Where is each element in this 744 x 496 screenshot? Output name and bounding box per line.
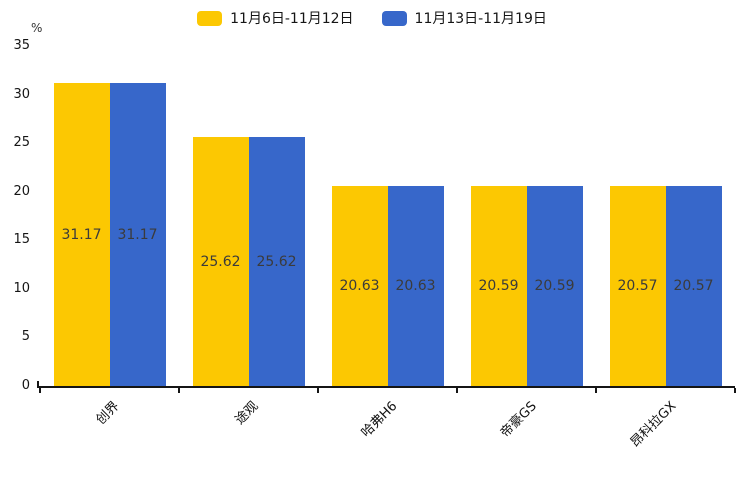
y-axis-tick-label: 0 bbox=[21, 378, 30, 393]
x-axis-label-4: 帝豪GS bbox=[497, 398, 540, 441]
x-axis-tick bbox=[734, 388, 736, 393]
bar-series1-哈弗H6[interactable]: 20.63 bbox=[331, 185, 388, 386]
legend: 11月6日-11月12日 11月13日-11月19日 bbox=[0, 8, 744, 28]
bar-value-label: 20.57 bbox=[673, 278, 714, 295]
y-axis-tick-label: 5 bbox=[21, 329, 30, 345]
plot-area: 31.17 31.17 创界 25.62 25.62 途观 20.63 20.63 哈弗H6 20… bbox=[37, 46, 736, 450]
x-axis-tick bbox=[595, 388, 597, 393]
bar-series1-昂科拉GX[interactable]: 20.57 bbox=[609, 186, 666, 386]
bar-value-label: 20.57 bbox=[617, 278, 658, 295]
legend-item-week2[interactable]: 11月13日-11月19日 bbox=[381, 8, 547, 28]
bar-series2-哈弗H6[interactable]: 20.63 bbox=[387, 185, 444, 386]
legend-label-week2: 11月13日-11月19日 bbox=[414, 11, 547, 27]
bar-series1-帝豪GS[interactable]: 20.59 bbox=[470, 185, 527, 386]
y-axis-tick-label: 30 bbox=[13, 86, 30, 102]
bar-series2-昂科拉GX[interactable]: 20.57 bbox=[665, 186, 722, 386]
bar-series1-创界[interactable]: 31.17 bbox=[53, 83, 110, 386]
legend-swatch-week2-icon bbox=[381, 10, 407, 26]
bar-value-label: 25.62 bbox=[200, 253, 241, 270]
bar-value-label: 20.63 bbox=[395, 277, 436, 294]
x-axis-label-3: 哈弗H6 bbox=[359, 398, 401, 441]
legend-swatch-week1-icon bbox=[197, 10, 223, 26]
bar-value-label: 20.59 bbox=[478, 277, 519, 294]
bar-group-4: 20.59 20.59 bbox=[457, 185, 596, 386]
bar-value-label: 31.17 bbox=[117, 226, 158, 243]
y-axis-unit-label: % bbox=[31, 21, 43, 35]
bar-group-2: 25.62 25.62 bbox=[179, 137, 318, 386]
x-axis-tick bbox=[456, 388, 458, 393]
bar-series2-帝豪GS[interactable]: 20.59 bbox=[526, 185, 583, 386]
x-axis-label-5: 昂科拉GX bbox=[627, 398, 679, 451]
y-axis-tick-label: 20 bbox=[13, 183, 30, 199]
bar-value-label: 31.17 bbox=[61, 226, 102, 243]
bar-series2-途观[interactable]: 25.62 bbox=[248, 137, 305, 386]
bar-value-label: 20.59 bbox=[534, 277, 575, 294]
x-axis-label-2: 途观 bbox=[232, 398, 262, 428]
x-axis-tick bbox=[178, 388, 180, 393]
bar-series1-途观[interactable]: 25.62 bbox=[192, 137, 249, 386]
legend-label-week1: 11月6日-11月12日 bbox=[230, 11, 354, 27]
y-axis-tick-label: 35 bbox=[13, 38, 30, 53]
legend-item-week1[interactable]: 11月6日-11月12日 bbox=[197, 8, 354, 28]
y-axis-tick-label: 10 bbox=[13, 280, 30, 296]
x-axis-line bbox=[37, 386, 735, 388]
bar-group-3: 20.63 20.63 bbox=[318, 185, 457, 386]
y-axis-tick-label: 25 bbox=[13, 135, 30, 151]
x-axis-tick bbox=[317, 388, 319, 393]
x-axis-label-1: 创界 bbox=[93, 398, 123, 428]
y-axis-tick-labels: 35 30 25 20 15 10 5 0 bbox=[0, 38, 32, 393]
x-axis-left-endcap bbox=[37, 381, 39, 386]
bar-value-label: 25.62 bbox=[256, 253, 297, 270]
bar-value-label: 20.63 bbox=[339, 277, 380, 294]
bar-series2-创界[interactable]: 31.17 bbox=[109, 83, 166, 386]
y-axis-tick-label: 15 bbox=[13, 232, 30, 248]
bar-group-1: 31.17 31.17 bbox=[40, 83, 179, 386]
x-axis-tick bbox=[39, 388, 41, 393]
bar-group-5: 20.57 20.57 bbox=[596, 186, 735, 386]
